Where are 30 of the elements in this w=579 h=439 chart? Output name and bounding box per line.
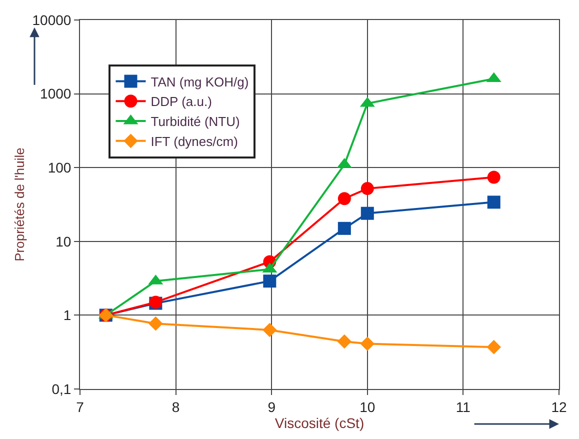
point <box>486 340 502 354</box>
point <box>487 170 500 184</box>
legend-label: TAN (mg KOH/g) <box>150 74 249 90</box>
y-tick-label: 0,1 <box>52 380 72 397</box>
legend-label: IFT (dynes/cm) <box>150 134 238 149</box>
x-tick-label: 7 <box>76 398 84 415</box>
y-tick-label: 100 <box>48 160 72 176</box>
x-tick-label: 10 <box>360 398 376 415</box>
point <box>360 206 374 220</box>
x-tick-label: 9 <box>268 398 276 415</box>
x-tick-label: 11 <box>456 398 471 415</box>
point <box>360 336 375 351</box>
point <box>263 274 276 288</box>
y-tick-label: 10 <box>56 233 72 250</box>
y-tick-label: 1 <box>63 307 72 324</box>
y-axis-title: Propriétés de l'huile <box>12 148 28 262</box>
y-tick-label: 10000 <box>32 12 72 28</box>
point <box>338 222 351 235</box>
x-axis-title: Viscosité (cSt) <box>274 414 364 431</box>
x-tick-label: 8 <box>172 398 180 415</box>
point <box>262 322 277 338</box>
point <box>337 334 352 349</box>
legend-label: DDP (a.u.) <box>150 94 212 110</box>
point <box>148 316 163 331</box>
legend-label: Turbidité (NTU) <box>150 114 240 130</box>
point <box>360 182 374 196</box>
y-tick-label: 1000 <box>40 86 72 102</box>
point <box>338 192 351 206</box>
x-tick-label: 12 <box>551 398 567 415</box>
point <box>487 196 500 209</box>
